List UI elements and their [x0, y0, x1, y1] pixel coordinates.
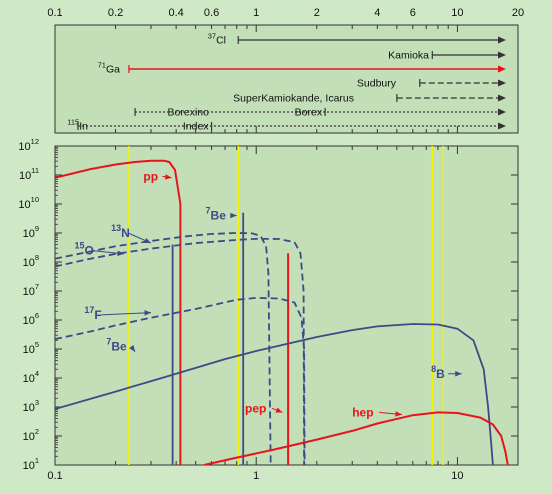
- series-label-text: pp: [143, 169, 158, 183]
- top-axis-tick-label: 2: [314, 7, 320, 19]
- y-axis-tick-label: 103: [23, 398, 39, 414]
- threshold-panel-frame: [54, 24, 519, 134]
- series-label-text: 8B: [431, 364, 445, 381]
- top-axis-tick-label: 0.2: [108, 7, 123, 19]
- series-label: 8B: [431, 364, 462, 381]
- arrow-head-icon: [498, 65, 506, 73]
- chart-plot-area: [54, 145, 519, 466]
- series-label-text: 7Be: [206, 206, 227, 223]
- series-line-15o: [55, 237, 305, 465]
- arrow-head-icon: [275, 407, 283, 413]
- series-line-8b: [55, 323, 494, 465]
- y-axis-tick-label: 104: [23, 369, 39, 385]
- detector-label: Sudbury: [357, 78, 397, 90]
- detector-row: 115InIndex: [67, 118, 506, 133]
- series-label: pp: [143, 169, 172, 183]
- series-label-text: 15O: [74, 240, 93, 257]
- arrow-head-icon: [230, 212, 237, 219]
- series-group: [55, 159, 509, 465]
- detector-row: 71Ga: [98, 61, 506, 76]
- x-axis-tick-label: 10: [451, 470, 463, 482]
- arrow-head-icon: [455, 371, 462, 377]
- y-axis-tick-label: 1012: [18, 137, 39, 153]
- detector-label: Kamioka: [388, 50, 429, 62]
- series-line-17f: [55, 297, 306, 465]
- detector-row: Sudbury: [357, 78, 506, 90]
- y-axis-tick-label: 105: [23, 340, 39, 356]
- detector-row: 37Cl: [208, 32, 506, 47]
- y-axis-tick-label: 101: [23, 456, 39, 472]
- arrow-head-icon: [164, 174, 172, 180]
- series-label: 13N: [111, 223, 152, 244]
- detector-label: SuperKamiokande, Icarus: [233, 93, 354, 105]
- series-label-text: 13N: [111, 223, 130, 240]
- y-axis-tick-label: 108: [23, 253, 39, 269]
- y-axis-tick-label: 1011: [19, 166, 39, 182]
- y-axis-tick-label: 102: [23, 427, 39, 443]
- detector-row: Borexino Borex: [134, 107, 506, 119]
- y-axis-tick-label: 107: [23, 282, 39, 298]
- series-line-hep: [203, 411, 509, 465]
- top-axis-tick-label: 0.1: [47, 7, 62, 19]
- top-axis-tick-label: 6: [410, 7, 416, 19]
- x-axis-tick-label: 0.1: [47, 470, 62, 482]
- arrow-head-icon: [498, 36, 506, 44]
- series-label: 7Be: [106, 337, 136, 354]
- y-axis-tick-label: 106: [23, 311, 39, 327]
- arrow-head-icon: [129, 344, 136, 352]
- y-axis-tick-label: 1010: [18, 195, 39, 211]
- arrow-head-icon: [395, 411, 402, 417]
- top-axis-tick-label: 1: [253, 7, 259, 19]
- series-label-text: 17F: [84, 305, 101, 322]
- series-label: 15O: [74, 240, 124, 257]
- top-axis-tick-label: 0.6: [204, 7, 219, 19]
- detector-row: SuperKamiokande, Icarus: [233, 93, 506, 105]
- y-axis-tick-label: 109: [23, 224, 39, 240]
- series-label-text: 7Be: [106, 337, 127, 354]
- series-label: pep: [245, 401, 283, 415]
- detector-label: 71Ga: [98, 61, 121, 76]
- detector-threshold-panel: 0.1 0.2 0.4 0.6 1 2 4 6 10 20 37Cl Kamioka 71Ga Sudbu…: [47, 7, 524, 134]
- series-label-text: hep: [352, 405, 373, 419]
- arrow-head-icon: [498, 94, 506, 102]
- series-label: 7Be: [206, 206, 237, 223]
- arrow-head-icon: [117, 250, 124, 256]
- series-label-text: pep: [245, 401, 266, 415]
- series-label: 17F: [84, 305, 152, 322]
- arrow-head-icon: [498, 108, 506, 116]
- arrow-head-icon: [144, 237, 152, 244]
- detector-label: 37Cl: [208, 32, 226, 47]
- top-axis-tick-label: 20: [512, 7, 524, 19]
- x-axis-tick-label: 1: [253, 470, 259, 482]
- label-pointer: [101, 312, 152, 316]
- series-line-pp: [55, 159, 182, 465]
- detector-label: Borex: [295, 107, 323, 119]
- series-line-13n: [55, 232, 272, 465]
- neutrino-flux-chart: 0.1 1 10 101 102 103 104 105 106 107 108 109 1010 101…: [18, 137, 519, 482]
- top-axis-tick-label: 4: [374, 7, 380, 19]
- arrow-head-icon: [498, 51, 506, 59]
- arrow-head-icon: [144, 310, 152, 316]
- arrow-head-icon: [498, 122, 506, 130]
- detector-row: Kamioka: [388, 50, 506, 62]
- series-label: hep: [352, 405, 402, 419]
- top-axis-tick-label: 0.4: [168, 7, 183, 19]
- detector-label: Index: [183, 121, 209, 133]
- top-axis-tick-label: 10: [451, 7, 463, 19]
- arrow-head-icon: [498, 79, 506, 87]
